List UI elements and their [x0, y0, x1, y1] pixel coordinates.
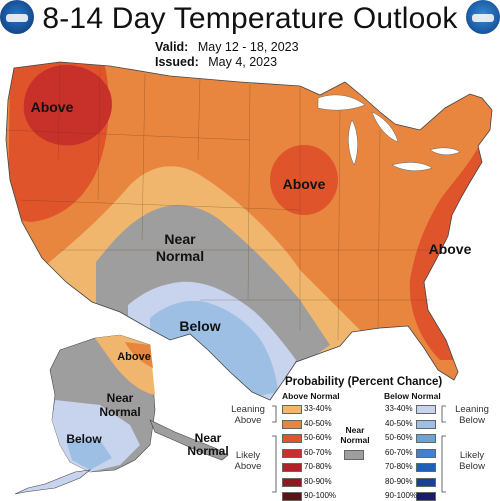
issued-value: May 4, 2023 — [208, 55, 278, 69]
above-50-60-central — [270, 145, 338, 215]
legend-near-normal-label: Near Normal — [340, 425, 370, 445]
legend-above-bin-label: 40-50% — [304, 418, 332, 428]
label-above-northwest: Above — [31, 99, 74, 115]
issued-label: Issued: — [155, 55, 199, 69]
alaska-regions — [14, 334, 229, 495]
above-60-70-northwest — [23, 65, 112, 146]
label-near-normal-south-line: Near — [164, 231, 196, 247]
legend-below-bin-swatch — [416, 477, 436, 487]
label-above-east: Above — [429, 241, 472, 257]
legend-below-bin-swatch — [416, 419, 436, 429]
legend-above-bin-label: 33-40% — [304, 404, 332, 413]
label-near-normal-alaska-line: Normal — [99, 405, 140, 419]
issued-dates: Issued: May 4, 2023 — [155, 55, 277, 69]
legend-below-bin-label: 50-60% — [385, 433, 413, 442]
legend-above-bin-swatch — [282, 463, 302, 472]
bracket-leaning-below — [441, 405, 446, 423]
label-above-central: Above — [283, 176, 326, 192]
conus-outline — [5, 61, 493, 401]
legend-above-bin-swatch — [282, 419, 302, 429]
label-near-normal-south-line: Normal — [156, 248, 204, 264]
legend-leaning-below: Leaning Below — [455, 404, 489, 426]
legend-below-bin-label: 60-70% — [385, 447, 413, 457]
legend-below-bin-label: 70-80% — [385, 462, 413, 471]
legend-leaning-above: Leaning Above — [231, 404, 265, 426]
great-lakes — [317, 94, 461, 171]
label-below-alaska: Below — [66, 432, 102, 446]
label-near-normal-aleutians-line: Normal — [187, 444, 228, 458]
legend-above-header: Above Normal — [282, 391, 340, 401]
label-near-normal-alaska-line: Near — [107, 391, 134, 405]
label-near-normal-south: Near Normal — [156, 231, 204, 264]
legend-above-bin-label: 90-100% — [304, 491, 337, 500]
legend-below-bin-label: 80-90% — [385, 476, 413, 486]
bracket-likely-below — [441, 435, 446, 493]
legend-above-bin-swatch — [282, 477, 302, 487]
legend-below-bin-swatch — [416, 405, 436, 414]
legend-below-bin-swatch — [416, 448, 436, 458]
bracket-likely-above — [272, 435, 277, 493]
label-near-normal-alaska: Near Normal — [99, 391, 140, 419]
label-below-texas: Below — [179, 318, 220, 334]
legend-above-bin-swatch — [282, 434, 302, 443]
legend-below-bin-swatch — [416, 463, 436, 472]
legend-below-bin-label: 33-40% — [385, 404, 413, 413]
legend-below-bin-label: 90-100% — [385, 491, 418, 500]
bracket-leaning-above — [272, 405, 277, 423]
valid-dates: Valid: May 12 - 18, 2023 — [155, 40, 299, 54]
legend-above-bin-label: 70-80% — [304, 462, 332, 471]
legend-likely-above: Likely Above — [234, 450, 262, 472]
nws-logo — [466, 0, 500, 34]
label-above-alaska: Above — [117, 351, 151, 363]
legend-above-bin-label: 60-70% — [304, 447, 332, 457]
legend-near-normal-swatch — [344, 450, 364, 460]
legend-above-bin-swatch — [282, 448, 302, 458]
legend-below-bin-swatch — [416, 434, 436, 443]
legend-below-header: Below Normal — [384, 391, 441, 401]
legend-above-bin-swatch — [282, 405, 302, 414]
page-title: 8-14 Day Temperature Outlook — [42, 2, 458, 35]
legend-above-bin-label: 50-60% — [304, 433, 332, 442]
valid-label: Valid: — [155, 40, 189, 54]
label-near-normal-aleutians: Near Normal — [187, 431, 228, 458]
legend-above-bin-label: 80-90% — [304, 476, 332, 486]
valid-value: May 12 - 18, 2023 — [197, 40, 299, 54]
label-near-normal-aleutians-line: Near — [195, 431, 222, 445]
legend-title: Probability (Percent Chance) — [285, 376, 443, 388]
state-boundaries — [5, 63, 440, 341]
legend-below-bin-label: 40-50% — [385, 418, 413, 428]
legend-likely-below: Likely Below — [459, 450, 485, 472]
noaa-logo — [0, 0, 34, 34]
